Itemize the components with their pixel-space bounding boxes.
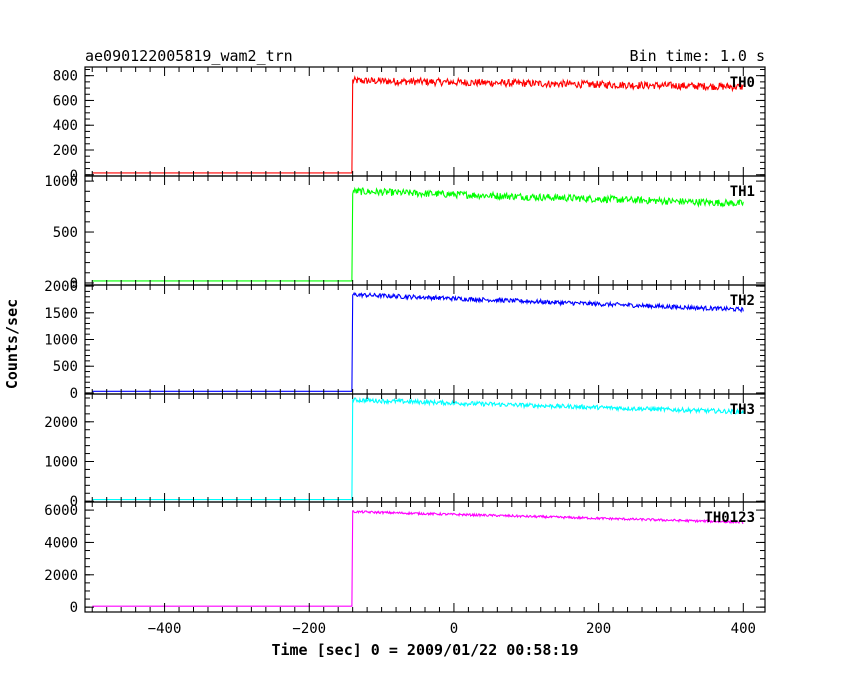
- y-tick-label: 0: [70, 386, 78, 402]
- y-tick-label: 0: [70, 276, 78, 292]
- chart-title: ae090122005819_wam2_trn: [85, 47, 293, 65]
- panel-frame-th0123: [84, 501, 766, 613]
- y-tick-label: 6000: [44, 503, 78, 519]
- panel-label-th0123: TH0123: [704, 510, 755, 526]
- bin-time-label: Bin time: 1.0 s: [630, 47, 765, 65]
- series-th0123: [92, 509, 744, 607]
- y-tick-label: 4000: [44, 535, 78, 551]
- series-th0: [92, 75, 744, 174]
- panel-label-th3: TH3: [730, 402, 755, 418]
- x-tick-label: −200: [292, 621, 326, 637]
- y-tick-label: 1000: [44, 174, 78, 190]
- y-tick-label: 800: [53, 69, 78, 85]
- panel-frame-th0: [84, 66, 766, 177]
- series-th2: [92, 291, 744, 392]
- y-axis-label: Counts/sec: [3, 299, 21, 389]
- y-tick-label: 0: [70, 168, 78, 184]
- x-tick-label: 200: [586, 621, 611, 637]
- panels-group: 0 200 400 600 800 TH0 0 500 1000 TH1 0 500 1000 1500 2…: [44, 66, 766, 637]
- y-tick-label: 500: [53, 225, 78, 241]
- y-tick-label: 0: [70, 600, 78, 616]
- y-tick-label: 600: [53, 93, 78, 109]
- x-tick-label: 400: [731, 621, 756, 637]
- x-tick-label: 0: [450, 621, 458, 637]
- y-tick-label: 0: [70, 494, 78, 510]
- y-tick-label: 2000: [44, 279, 78, 295]
- series-th1: [92, 186, 744, 282]
- y-tick-label: 200: [53, 143, 78, 159]
- panel-label-th2: TH2: [730, 293, 755, 309]
- x-axis-label: Time [sec] 0 = 2009/01/22 00:58:19: [271, 641, 578, 659]
- panel-frame-th2: [84, 284, 766, 395]
- y-tick-label: 2000: [44, 568, 78, 584]
- y-tick-label: 1500: [44, 306, 78, 322]
- x-tick-label: −400: [148, 621, 182, 637]
- y-tick-label: 500: [53, 359, 78, 375]
- y-tick-label: 2000: [44, 415, 78, 431]
- panel-frame-th3: [84, 393, 766, 503]
- y-tick-label: 1000: [44, 455, 78, 471]
- panel-label-th1: TH1: [730, 184, 755, 200]
- y-tick-label: 1000: [44, 333, 78, 349]
- y-tick-label: 400: [53, 118, 78, 134]
- panel-label-th0: TH0: [730, 75, 755, 91]
- series-th3: [92, 396, 744, 501]
